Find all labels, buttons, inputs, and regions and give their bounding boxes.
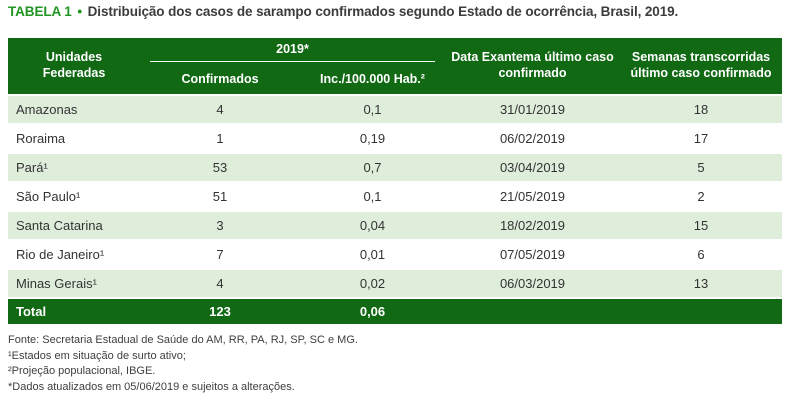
cell-date: 31/01/2019: [445, 96, 620, 125]
table-row: Santa Catarina 3 0,04 18/02/2019 15: [8, 212, 782, 241]
total-confirmed: 123: [140, 299, 300, 324]
cell-state: Roraima: [8, 125, 140, 154]
table-row: Pará¹ 53 0,7 03/04/2019 5: [8, 154, 782, 183]
cell-weeks: 18: [620, 96, 782, 125]
header-incidencia: Inc./100.000 Hab.²: [300, 66, 445, 96]
cell-incidence: 0,01: [300, 241, 445, 270]
footnotes: Fonte: Secretaria Estadual de Saúde do A…: [8, 333, 358, 395]
footnote-1: ¹Estados em situação de surto ativo;: [8, 349, 186, 362]
table-total-row: Total 123 0,06: [8, 299, 782, 324]
cell-state: Santa Catarina: [8, 212, 140, 241]
total-empty-weeks: [620, 299, 782, 324]
cell-date: 07/05/2019: [445, 241, 620, 270]
header-data-exantema: Data Exantema último caso confirmado: [445, 38, 620, 96]
cell-state: Pará¹: [8, 154, 140, 183]
cell-date: 21/05/2019: [445, 183, 620, 212]
header-year-group: 2019*: [140, 38, 445, 66]
table-title-tag: TABELA 1: [8, 4, 72, 19]
cell-date: 03/04/2019: [445, 154, 620, 183]
table-row: Minas Gerais¹ 4 0,02 06/03/2019 13: [8, 270, 782, 299]
total-incidence: 0,06: [300, 299, 445, 324]
cell-confirmed: 1: [140, 125, 300, 154]
measles-cases-table: Unidades Federadas 2019* Data Exantema ú…: [8, 38, 782, 324]
footnote-asterisk: *Dados atualizados em 05/06/2019 e sujei…: [8, 380, 295, 393]
cell-incidence: 0,19: [300, 125, 445, 154]
total-empty-date: [445, 299, 620, 324]
cell-state: Minas Gerais¹: [8, 270, 140, 299]
cell-state: São Paulo¹: [8, 183, 140, 212]
cell-incidence: 0,1: [300, 96, 445, 125]
cell-weeks: 15: [620, 212, 782, 241]
year-group-label: 2019*: [150, 42, 435, 63]
cell-incidence: 0,02: [300, 270, 445, 299]
cell-confirmed: 4: [140, 270, 300, 299]
table-title-text: Distribuição dos casos de sarampo confir…: [87, 4, 679, 19]
cell-confirmed: 4: [140, 96, 300, 125]
cell-confirmed: 51: [140, 183, 300, 212]
cell-state: Rio de Janeiro¹: [8, 241, 140, 270]
cell-weeks: 5: [620, 154, 782, 183]
table-header: Unidades Federadas 2019* Data Exantema ú…: [8, 38, 782, 96]
table-row: Amazonas 4 0,1 31/01/2019 18: [8, 96, 782, 125]
cell-incidence: 0,7: [300, 154, 445, 183]
cell-weeks: 6: [620, 241, 782, 270]
cell-date: 18/02/2019: [445, 212, 620, 241]
cell-incidence: 0,04: [300, 212, 445, 241]
cell-weeks: 13: [620, 270, 782, 299]
cell-confirmed: 7: [140, 241, 300, 270]
cell-weeks: 17: [620, 125, 782, 154]
table-row: Roraima 1 0,19 06/02/2019 17: [8, 125, 782, 154]
cell-incidence: 0,1: [300, 183, 445, 212]
header-confirmados: Confirmados: [140, 66, 300, 96]
header-unidades-federadas: Unidades Federadas: [8, 38, 140, 96]
cell-state: Amazonas: [8, 96, 140, 125]
title-bullet: •: [73, 4, 86, 19]
cell-confirmed: 3: [140, 212, 300, 241]
table-row: São Paulo¹ 51 0,1 21/05/2019 2: [8, 183, 782, 212]
header-semanas-transcorridas: Semanas transcorridas último caso confir…: [620, 38, 782, 96]
footnote-2: ²Projeção populacional, IBGE.: [8, 365, 156, 377]
cell-date: 06/03/2019: [445, 270, 620, 299]
cell-confirmed: 53: [140, 154, 300, 183]
cell-date: 06/02/2019: [445, 125, 620, 154]
table-title: TABELA 1 • Distribuição dos casos de sar…: [8, 4, 782, 19]
table-row: Rio de Janeiro¹ 7 0,01 07/05/2019 6: [8, 241, 782, 270]
total-label: Total: [8, 299, 140, 324]
footnote-source: Fonte: Secretaria Estadual de Saúde do A…: [8, 334, 358, 346]
cell-weeks: 2: [620, 183, 782, 212]
